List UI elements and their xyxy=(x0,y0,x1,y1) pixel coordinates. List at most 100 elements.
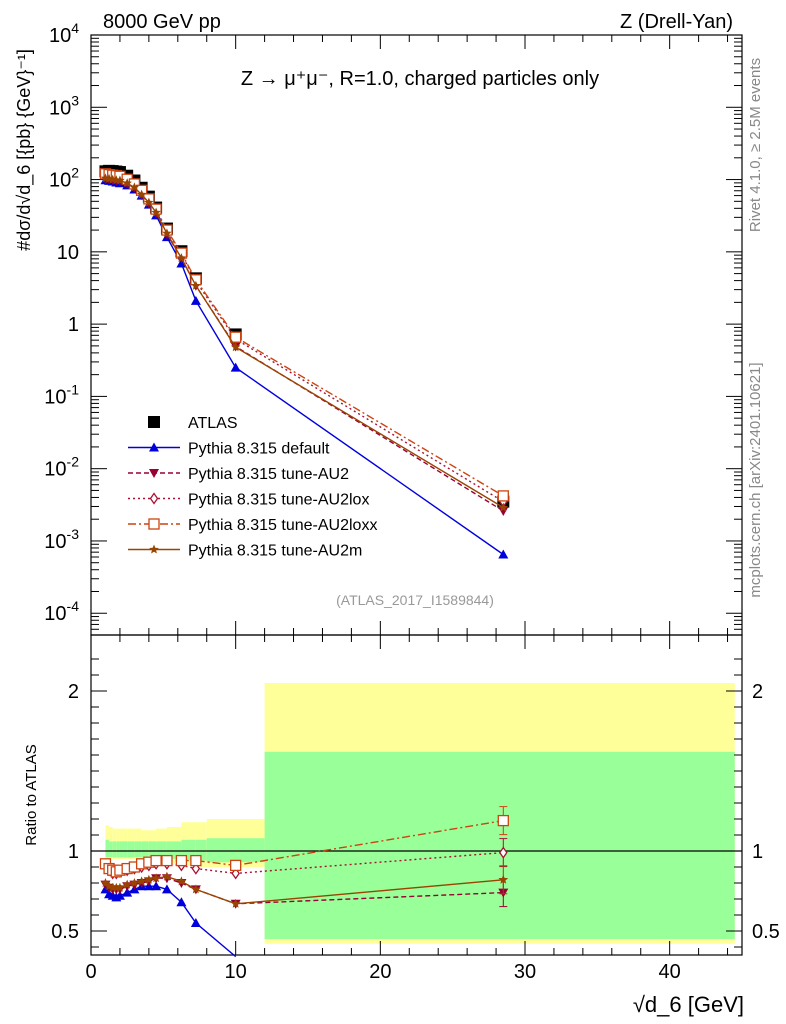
x-tick-label: 0 xyxy=(85,961,96,983)
ratio-point xyxy=(175,854,188,867)
ratio-series-pythia-8-315-tune-au2loxx xyxy=(99,806,509,878)
legend-label: Pythia 8.315 tune-AU2 xyxy=(188,466,349,483)
main-ytick-label: 10-3 xyxy=(44,526,79,553)
data-point xyxy=(151,207,161,217)
ratio-point xyxy=(161,884,172,894)
header-right: Z (Drell-Yan) xyxy=(620,11,733,33)
ratio-point xyxy=(129,878,140,887)
ratio-series-pythia-8-315-tune-au2m xyxy=(100,865,509,908)
data-point xyxy=(498,549,509,559)
ratio-point xyxy=(151,873,161,883)
ratio-point xyxy=(191,884,201,894)
legend-label: Pythia 8.315 tune-AU2loxx xyxy=(188,517,377,534)
ratio-point xyxy=(136,876,147,886)
ratio-point xyxy=(144,874,154,884)
x-axis-label: √d_6 [GeV] xyxy=(633,992,744,1017)
ratio-point xyxy=(107,882,118,892)
ratio-ylabel: Ratio to ATLAS xyxy=(23,744,40,845)
series-line xyxy=(105,173,504,497)
legend-marker xyxy=(149,442,159,452)
ratio-point xyxy=(151,881,162,891)
ratio-ytick-label-right: 1 xyxy=(752,841,763,863)
rivet-label: Rivet 4.1.0, ≥ 2.5M events xyxy=(747,58,764,232)
data-point xyxy=(129,182,140,192)
ratio-point xyxy=(161,854,173,867)
ratio-series-pythia-8-315-default xyxy=(100,881,237,958)
ratio-point xyxy=(498,874,509,884)
ratio-point xyxy=(230,898,241,908)
ratio-point xyxy=(122,879,132,889)
uncertainty-band-stat xyxy=(105,839,110,858)
main-title: Z → μ⁺μ⁻, R=1.0, charged particles only xyxy=(241,68,599,90)
x-tick-label: 20 xyxy=(369,961,391,983)
uncertainty-band-stat xyxy=(195,839,207,861)
uncertainty-band-stat xyxy=(166,841,182,859)
uncertainty-band-stat xyxy=(119,841,128,858)
legend-marker xyxy=(148,416,160,428)
ratio-panel: 0.5 0.51 12 20 10 20 30 40 Ratio to ATLAS √d_6 … xyxy=(23,634,780,1017)
data-point xyxy=(230,331,242,343)
legend-marker xyxy=(149,544,159,554)
data-point xyxy=(498,502,509,512)
legend-label: Pythia 8.315 tune-AU2m xyxy=(188,543,362,560)
x-tick-label: 30 xyxy=(514,961,536,983)
mcplots-label: mcplots.cern.ch [arXiv:2401.10621] xyxy=(747,362,764,597)
ratio-point xyxy=(150,854,162,867)
ratio-ytick-label-right: 0.5 xyxy=(752,921,780,943)
data-point xyxy=(162,228,172,238)
data-point xyxy=(498,506,509,516)
ratio-point xyxy=(497,814,509,827)
main-ytick-label: 10-1 xyxy=(44,381,79,408)
series-pythia-8-315-tune-au2m xyxy=(100,173,509,512)
data-point xyxy=(122,178,132,188)
uncertainty-band-stat xyxy=(148,841,157,859)
main-ytick-label: 102 xyxy=(49,165,79,192)
uncertainty-band-stat xyxy=(206,838,265,863)
main-panel: 10-4 10-3 10-2 10-1 1 10 102 103 104 Z → μ⁺μ⁻, R… xyxy=(14,20,743,636)
uncertainty-band-stat xyxy=(156,841,167,859)
main-ytick-label: 103 xyxy=(49,92,79,119)
legend-marker xyxy=(148,518,160,530)
ratio-point xyxy=(499,846,508,859)
data-point xyxy=(191,280,201,290)
data-point xyxy=(230,362,241,372)
ratio-point xyxy=(115,882,125,892)
data-point xyxy=(190,295,201,305)
uncertainty-band-stat xyxy=(141,841,149,858)
ratio-point xyxy=(230,859,242,872)
ratio-point xyxy=(190,854,202,867)
ratio-point xyxy=(122,887,133,897)
legend: ATLAS Pythia 8.315 default Pythia 8.315 tu… xyxy=(128,415,377,560)
ratio-ytick-label: 0.5 xyxy=(51,921,79,943)
data-point xyxy=(115,175,125,185)
legend-marker xyxy=(149,492,159,505)
uncertainty-band-stat xyxy=(264,751,735,939)
ratio-point xyxy=(176,897,187,907)
uncertainty-band-stat xyxy=(112,841,117,858)
data-point xyxy=(230,342,241,352)
legend-label: ATLAS xyxy=(188,415,238,432)
data-point xyxy=(176,253,187,263)
watermark: (ATLAS_2017_I1589844) xyxy=(336,592,494,608)
ratio-point xyxy=(176,876,187,886)
legend-label: Pythia 8.315 default xyxy=(188,441,330,458)
data-point xyxy=(497,490,509,502)
data-point xyxy=(144,197,154,207)
main-ytick-label: 104 xyxy=(49,20,79,47)
main-ytick-label: 1 xyxy=(68,314,79,336)
legend-label: Pythia 8.315 tune-AU2lox xyxy=(188,492,369,509)
data-point xyxy=(136,189,147,199)
ratio-point xyxy=(162,871,172,881)
ratio-frame xyxy=(90,634,743,956)
x-tick-label: 40 xyxy=(659,961,681,983)
uncertainty-band-stat xyxy=(134,841,142,858)
main-ytick-label: 10 xyxy=(57,242,79,264)
main-ylabel: #dσ/d√d_6 [{pb} {GeV}⁻¹] xyxy=(14,49,35,251)
legend-marker xyxy=(149,469,159,478)
ratio-ytick-label: 2 xyxy=(68,681,79,703)
main-ytick-label: 10-2 xyxy=(44,454,79,481)
header-left: 8000 GeV pp xyxy=(103,11,221,33)
uncertainty-band-stat xyxy=(109,841,113,858)
ratio-ytick-label-right: 2 xyxy=(752,681,763,703)
